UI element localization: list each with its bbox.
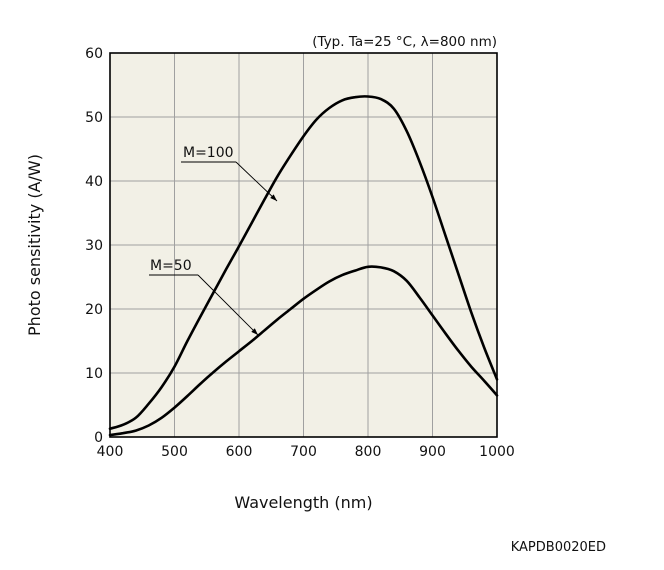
series-label-m100: M=100 bbox=[183, 145, 234, 161]
x-tick-label: 1000 bbox=[479, 444, 515, 460]
y-tick-label: 30 bbox=[85, 238, 103, 254]
x-tick-label: 500 bbox=[161, 444, 188, 460]
plot-frame bbox=[109, 52, 498, 438]
y-tick-label: 50 bbox=[85, 110, 103, 126]
x-tick-label: 600 bbox=[226, 444, 253, 460]
condition-note: (Typ. Ta=25 °C, λ=800 nm) bbox=[312, 34, 497, 50]
x-tick-label: 800 bbox=[355, 444, 382, 460]
x-tick-label: 400 bbox=[97, 444, 124, 460]
x-axis-title: Wavelength (nm) bbox=[234, 493, 372, 512]
annotation-arrowhead bbox=[270, 194, 277, 201]
y-tick-label: 40 bbox=[85, 174, 103, 190]
series-line-m50 bbox=[108, 265, 499, 437]
series-lines bbox=[108, 95, 499, 437]
y-tick-label: 20 bbox=[85, 302, 103, 318]
x-tick-label: 700 bbox=[290, 444, 317, 460]
series-line-m100 bbox=[108, 95, 499, 430]
y-tick-label: 10 bbox=[85, 366, 103, 382]
y-axis-title: Photo sensitivity (A/W) bbox=[25, 154, 44, 336]
series-label-m50: M=50 bbox=[150, 258, 192, 274]
figure-code: KAPDB0020ED bbox=[511, 540, 606, 555]
y-tick-label: 60 bbox=[85, 46, 103, 62]
annotation-arrowhead bbox=[251, 328, 258, 335]
tick-labels: 400 500 600 700 800 900 1000 0 10 20 30 40 50 60 bbox=[85, 46, 515, 460]
annotation-leader-line bbox=[235, 161, 278, 202]
y-tick-label: 0 bbox=[94, 430, 103, 446]
series-annotations: M=100 M=50 bbox=[149, 145, 278, 336]
x-tick-label: 900 bbox=[419, 444, 446, 460]
annotation-leader-line bbox=[197, 274, 259, 336]
